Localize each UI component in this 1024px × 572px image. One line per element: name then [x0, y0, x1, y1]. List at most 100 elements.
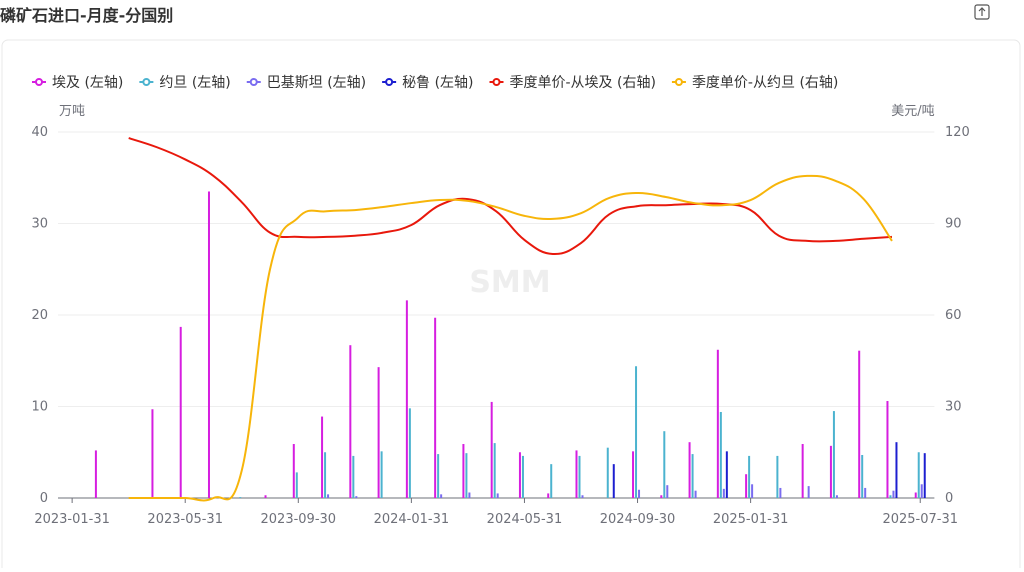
bar [355, 496, 358, 498]
export-button[interactable] [974, 4, 990, 20]
x-tick-label: 2024-05-31 [487, 512, 563, 527]
x-tick-label: 2023-05-31 [147, 512, 223, 527]
bar [886, 401, 889, 498]
bar [635, 366, 638, 498]
bar [327, 494, 330, 498]
x-tick-label: 2024-01-31 [374, 512, 450, 527]
bar [462, 444, 465, 498]
bar [801, 444, 804, 498]
bar [465, 453, 468, 498]
x-tick-label: 2025-07-31 [882, 512, 958, 527]
bar [832, 411, 835, 498]
bar [377, 367, 380, 498]
legend: 埃及 (左轴) 约旦 (左轴) 巴基斯坦 (左轴) 秘鲁 (左轴) 季度单价-从埃及 (… [32, 74, 838, 91]
bar [575, 450, 578, 498]
bar [94, 450, 97, 498]
bar [914, 492, 917, 498]
bar [917, 452, 920, 498]
bar [606, 447, 609, 498]
bar [521, 455, 524, 498]
bar [405, 300, 408, 498]
y2-tick-label: 120 [945, 125, 970, 140]
bar [324, 452, 327, 498]
bar [349, 345, 352, 498]
bar [468, 492, 471, 498]
y-tick-label: 10 [31, 400, 48, 415]
bar [493, 443, 496, 498]
bar [440, 494, 443, 498]
bar [691, 454, 694, 498]
bar [632, 451, 635, 498]
bar [264, 495, 267, 498]
legend-label: 约旦 (左轴) [159, 75, 230, 91]
bar [612, 464, 615, 498]
y2-axis-title: 美元/吨 [891, 104, 934, 119]
bar [748, 455, 751, 498]
bar [638, 489, 641, 498]
bar [578, 455, 581, 498]
bar [547, 493, 550, 498]
y-axis-title: 万吨 [59, 104, 85, 119]
bar [892, 490, 895, 498]
y-tick-label: 0 [40, 491, 48, 506]
x-tick-label: 2025-01-31 [713, 512, 789, 527]
legend-label: 巴基斯坦 (左轴) [267, 74, 366, 91]
y2-tick-label: 60 [945, 308, 962, 323]
y2-tick-label: 0 [945, 491, 953, 506]
bar [722, 488, 725, 498]
bar [895, 442, 898, 498]
y-tick-label: 40 [31, 125, 48, 140]
bar [581, 495, 584, 498]
bar [889, 495, 892, 498]
bar [716, 349, 719, 498]
bar [864, 487, 867, 498]
bar [745, 474, 748, 498]
bar [321, 416, 324, 498]
bar [434, 317, 437, 498]
bar [239, 497, 242, 498]
bar [779, 487, 782, 498]
line [128, 174, 893, 502]
legend-icon [674, 78, 683, 86]
y-tick-label: 30 [31, 217, 48, 232]
bar [207, 191, 210, 498]
bar [835, 495, 838, 498]
legend-label: 季度单价-从约旦 (右轴) [692, 75, 838, 91]
bar [179, 326, 182, 498]
legend-label: 埃及 (左轴) [52, 75, 123, 91]
bar [688, 442, 691, 498]
bar [861, 454, 864, 498]
chart-title: 磷矿石进口-月度-分国别 [0, 6, 173, 25]
x-tick-label: 2024-09-30 [600, 512, 676, 527]
bar [660, 495, 663, 498]
legend-icon [492, 78, 501, 86]
bar [490, 401, 493, 498]
legend-icon [385, 78, 394, 86]
legend-label: 秘鲁 (左轴) [402, 75, 473, 91]
bar [380, 451, 383, 498]
legend-icon [142, 78, 151, 86]
bar [858, 350, 861, 498]
y2-tick-label: 30 [945, 400, 962, 415]
bar [725, 451, 728, 498]
bar [807, 486, 810, 498]
bar [352, 455, 355, 498]
bar [719, 411, 722, 498]
bar [496, 493, 499, 498]
bar [776, 455, 779, 498]
bar [550, 464, 553, 498]
y-tick-label: 20 [31, 308, 48, 323]
y2-tick-label: 90 [945, 217, 962, 232]
bar [829, 445, 832, 498]
legend-label: 季度单价-从埃及 (右轴) [510, 75, 656, 91]
x-tick-label: 2023-01-31 [34, 512, 110, 527]
bar [295, 472, 298, 498]
bar [437, 454, 440, 498]
bar [151, 409, 154, 498]
legend-icon [35, 78, 43, 86]
line [128, 137, 893, 256]
bar [663, 431, 666, 498]
legend-icon [249, 78, 258, 86]
bar [923, 453, 926, 498]
